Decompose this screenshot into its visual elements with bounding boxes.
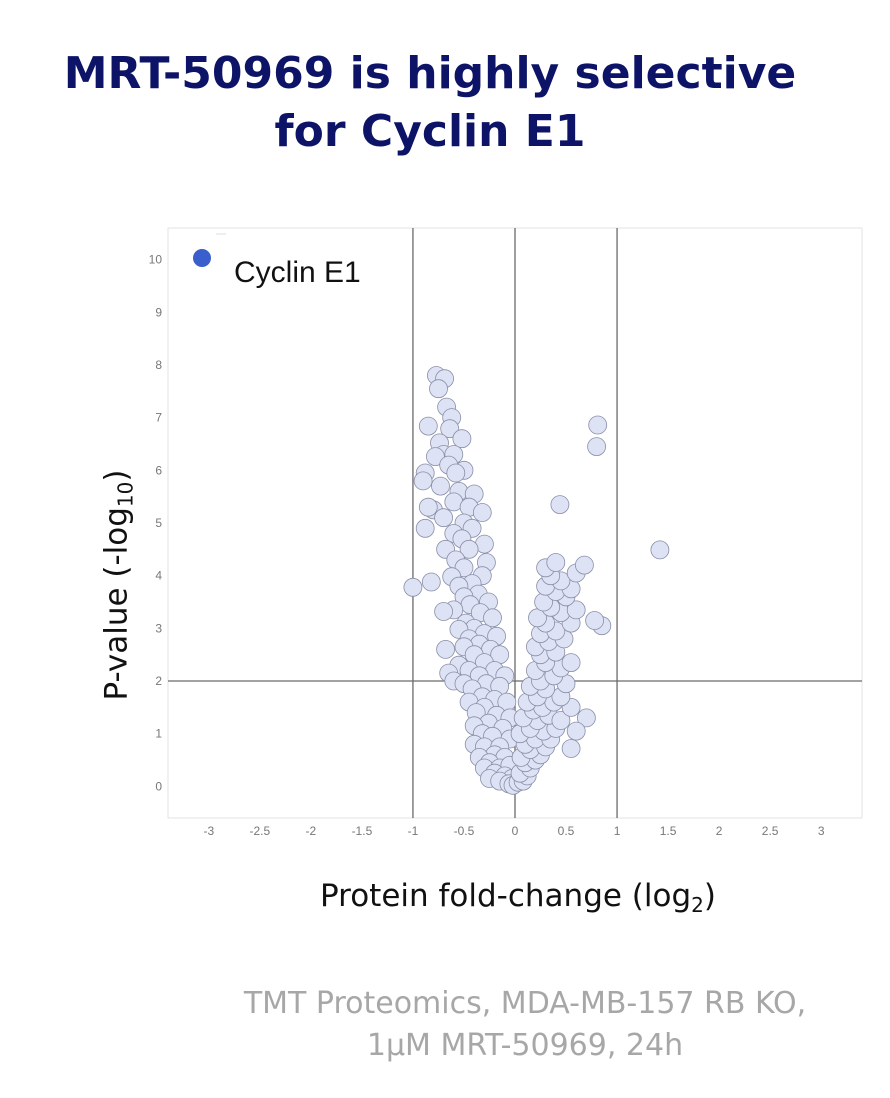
y-tick-label: 7 bbox=[155, 411, 162, 425]
y-axis-label-main: P-value (-log bbox=[98, 507, 135, 701]
data-point bbox=[415, 518, 435, 538]
x-tick-label: -2.5 bbox=[250, 824, 271, 838]
data-point bbox=[436, 640, 456, 659]
data-point bbox=[434, 602, 454, 621]
data-point bbox=[425, 447, 445, 467]
data-point bbox=[561, 739, 581, 758]
footnote-line-1: TMT Proteomics, MDA-MB-157 RB KO, bbox=[243, 986, 807, 1021]
x-tick-label: -1.5 bbox=[352, 824, 373, 838]
x-tick-label: 0 bbox=[512, 824, 519, 838]
y-tick-label: 0 bbox=[155, 779, 162, 793]
data-point bbox=[566, 721, 586, 741]
x-tick-label: 1 bbox=[614, 824, 621, 838]
data-points bbox=[403, 366, 670, 795]
y-tick-label: 4 bbox=[155, 569, 162, 583]
y-tick-labels: 0 1 2 3 4 5 6 7 8 9 10 bbox=[149, 253, 163, 794]
data-point bbox=[588, 415, 608, 435]
data-point bbox=[561, 653, 581, 672]
y-tick-label: 8 bbox=[155, 358, 162, 372]
x-tick-labels: -3 -2.5 -2 -1.5 -1 -0.5 0 0.5 1 1.5 2 2.5 3 bbox=[203, 824, 824, 838]
y-tick-label: 10 bbox=[149, 253, 163, 267]
y-axis-label-subscript: 10 bbox=[113, 481, 138, 508]
y-tick-label: 6 bbox=[155, 463, 162, 477]
data-point bbox=[429, 379, 448, 399]
data-point bbox=[413, 471, 433, 491]
data-point bbox=[452, 429, 472, 449]
data-point bbox=[418, 497, 438, 517]
x-tick-label: -3 bbox=[203, 824, 214, 838]
data-point bbox=[472, 503, 492, 522]
y-tick-label: 1 bbox=[155, 727, 162, 741]
legend-label: Cyclin E1 bbox=[234, 256, 361, 289]
x-tick-label: -1 bbox=[408, 824, 419, 838]
data-point bbox=[403, 577, 423, 597]
data-point bbox=[575, 555, 594, 575]
y-tick-label: 3 bbox=[155, 621, 162, 635]
x-tick-label: 0.5 bbox=[558, 824, 575, 838]
data-point bbox=[650, 540, 670, 560]
x-tick-label: -2 bbox=[306, 824, 317, 838]
footnote-line-2: 1µM MRT-50969, 24h bbox=[366, 1028, 684, 1063]
legend-marker bbox=[193, 249, 211, 267]
data-point bbox=[418, 416, 438, 436]
legend: Cyclin E1 bbox=[193, 249, 361, 289]
x-axis-label-close: ) bbox=[703, 878, 717, 914]
x-axis-label: Protein fold-change (log2) bbox=[320, 878, 716, 917]
data-point bbox=[446, 463, 466, 483]
x-axis-label-subscript: 2 bbox=[691, 893, 704, 917]
y-tick-label: 9 bbox=[155, 305, 162, 319]
x-tick-label: 3 bbox=[818, 824, 825, 838]
y-axis-label: P-value (-log10) bbox=[99, 470, 138, 701]
x-tick-label: -0.5 bbox=[454, 824, 475, 838]
data-point bbox=[459, 539, 479, 559]
data-point bbox=[440, 419, 460, 439]
x-tick-label: 2 bbox=[716, 824, 723, 838]
data-point bbox=[550, 495, 570, 515]
data-point bbox=[585, 611, 604, 630]
data-point bbox=[421, 572, 441, 592]
y-axis-label-close: ) bbox=[98, 469, 135, 482]
y-tick-label: 2 bbox=[155, 674, 162, 688]
data-point bbox=[546, 553, 566, 572]
data-point bbox=[483, 608, 502, 628]
data-point bbox=[551, 711, 571, 730]
data-point bbox=[434, 508, 454, 528]
chart-title-line-1: MRT-50969 is highly selective bbox=[63, 48, 797, 99]
data-point bbox=[431, 476, 450, 496]
x-tick-label: 2.5 bbox=[762, 824, 779, 838]
x-tick-label: 1.5 bbox=[660, 824, 677, 838]
data-point bbox=[577, 708, 596, 728]
data-point bbox=[566, 600, 586, 620]
x-axis-label-main: Protein fold-change (log bbox=[319, 878, 692, 914]
y-tick-label: 5 bbox=[155, 516, 162, 530]
chart-title-line-2: for Cyclin E1 bbox=[274, 106, 586, 157]
data-point bbox=[587, 437, 606, 457]
